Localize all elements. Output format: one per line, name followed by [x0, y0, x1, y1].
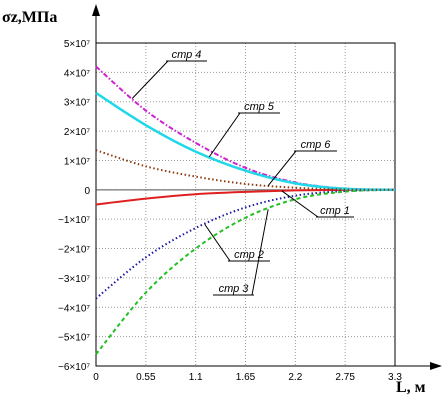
y-tick-label: 3×10⁷	[64, 98, 91, 109]
x-tick-label: 1.1	[189, 372, 203, 383]
y-tick-label: −5×10⁷	[58, 333, 90, 344]
tick-labels: 0 0.55 1.1 1.65 2.2 2.75 3.3 5×10⁷ 4×10⁷ 3×10⁷ 2×1…	[58, 39, 402, 383]
axes	[92, 4, 442, 370]
x-tick-label: 2.2	[288, 372, 302, 383]
y-axis-label: σz,МПа	[2, 9, 57, 26]
annotation-leader-3	[267, 150, 297, 186]
annotation-leader-6	[251, 209, 269, 296]
y-tick-label: −3×10⁷	[58, 274, 90, 285]
x-tick-label: 2.75	[335, 372, 355, 383]
y-tick-label: −1×10⁷	[58, 215, 90, 226]
x-tick-label: 0.55	[136, 372, 156, 383]
x-tick-label: 3.3	[388, 372, 402, 383]
grid	[96, 42, 396, 367]
series-line-3	[95, 188, 396, 355]
y-tick-label: 0	[84, 186, 90, 197]
y-tick-label: −2×10⁷	[58, 245, 90, 256]
annotation-label-5: стр 2	[234, 249, 264, 261]
annotation-leader-1	[131, 60, 169, 99]
annotation-leader-4	[281, 190, 319, 218]
annotation-label-4: стр 1	[320, 205, 350, 217]
annotation-leader-2	[208, 112, 241, 158]
annotation-label-1: стр 4	[172, 49, 202, 61]
y-tick-label: −6×10⁷	[58, 362, 90, 373]
y-tick-label: 4×10⁷	[64, 68, 91, 79]
x-tick-label: 0	[93, 372, 99, 383]
annotation-label-3: стр 6	[301, 139, 332, 151]
annotations: стр 4 стр 5 стр 6 стр 1 стр 2 стр 3	[131, 49, 354, 296]
y-tick-label: −4×10⁷	[58, 303, 90, 314]
series-line-2	[95, 188, 396, 300]
y-tick-label: 5×10⁷	[64, 39, 91, 50]
annotation-leader-5	[204, 223, 231, 262]
x-axis-label: L, м	[396, 379, 426, 396]
series-line-6	[95, 149, 396, 191]
annotation-label-6: стр 3	[219, 283, 250, 295]
y-tick-label: 2×10⁷	[64, 127, 91, 138]
y-axis-arrow	[92, 4, 100, 16]
x-tick-label: 1.65	[236, 372, 256, 383]
y-tick-label: 1×10⁷	[64, 156, 91, 167]
x-axis-arrow	[430, 362, 442, 370]
annotation-label-2: стр 5	[244, 101, 275, 113]
series-group	[95, 65, 396, 355]
